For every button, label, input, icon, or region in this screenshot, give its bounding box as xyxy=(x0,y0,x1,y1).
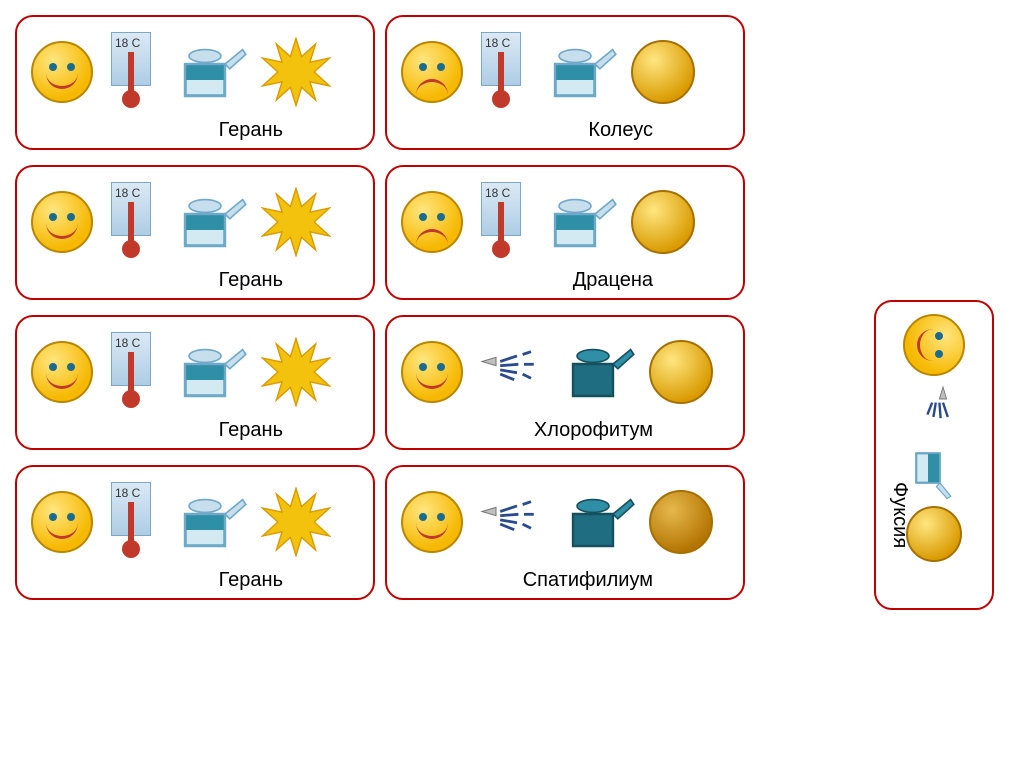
happy-face-icon xyxy=(31,41,93,103)
plant-label: Герань xyxy=(219,569,283,592)
sun-icon xyxy=(261,37,331,107)
plant-card-fuchsia: Фуксия xyxy=(874,300,994,610)
gold-circle-icon xyxy=(631,40,695,104)
gold-circle-icon xyxy=(649,340,713,404)
spray-icon xyxy=(475,347,545,397)
gold-circle-icon xyxy=(906,506,962,562)
sad-face-icon xyxy=(401,41,463,103)
sun-icon xyxy=(261,487,331,557)
watering-can-icon xyxy=(169,340,249,404)
watering-can-icon xyxy=(169,190,249,254)
right-column: 18 С Колеус 18 С Драцена Хлорофитум xyxy=(385,15,745,600)
happy-face-rotated-icon xyxy=(903,314,965,376)
sun-icon xyxy=(261,187,331,257)
spray-icon xyxy=(909,381,959,441)
happy-face-icon xyxy=(31,491,93,553)
sad-face-icon xyxy=(401,191,463,253)
watering-can-icon xyxy=(169,490,249,554)
watering-can-icon xyxy=(539,40,619,104)
plant-label: Герань xyxy=(219,419,283,442)
plant-label: Колеус xyxy=(588,119,653,142)
gold-circle-dark-icon xyxy=(649,490,713,554)
watering-can-icon xyxy=(539,190,619,254)
thermometer-icon: 18 С xyxy=(105,482,157,562)
happy-face-icon xyxy=(401,491,463,553)
thermometer-icon: 18 С xyxy=(475,32,527,112)
plant-card-geran-1: 18 С Герань xyxy=(15,15,375,150)
card-grid: 18 С Герань 18 С Герань 18 С Герань xyxy=(15,15,1009,600)
happy-face-icon xyxy=(31,191,93,253)
plant-card-koleus: 18 С Колеус xyxy=(385,15,745,150)
plant-label: Драцена xyxy=(573,269,653,292)
plant-card-geran-2: 18 С Герань xyxy=(15,165,375,300)
plant-label: Хлорофитум xyxy=(534,419,653,442)
plant-card-spathiphyllum: Спатифилиум xyxy=(385,465,745,600)
watering-can-icon xyxy=(169,40,249,104)
happy-face-icon xyxy=(401,341,463,403)
spray-icon xyxy=(475,497,545,547)
plant-card-dracena: 18 С Драцена xyxy=(385,165,745,300)
plant-label: Фуксия xyxy=(888,482,911,548)
left-column: 18 С Герань 18 С Герань 18 С Герань xyxy=(15,15,375,600)
plant-card-geran-4: 18 С Герань xyxy=(15,465,375,600)
plant-label: Герань xyxy=(219,269,283,292)
thermometer-icon: 18 С xyxy=(105,182,157,262)
plant-label: Герань xyxy=(219,119,283,142)
thermometer-icon: 18 С xyxy=(475,182,527,262)
plant-card-chlorophytum: Хлорофитум xyxy=(385,315,745,450)
happy-face-icon xyxy=(31,341,93,403)
watering-can-icon xyxy=(909,441,959,501)
watering-can-dark-icon xyxy=(557,490,637,554)
thermometer-icon: 18 С xyxy=(105,32,157,112)
plant-card-geran-3: 18 С Герань xyxy=(15,315,375,450)
gold-circle-icon xyxy=(631,190,695,254)
sun-icon xyxy=(261,337,331,407)
watering-can-dark-icon xyxy=(557,340,637,404)
plant-label: Спатифилиум xyxy=(523,569,653,592)
thermometer-icon: 18 С xyxy=(105,332,157,412)
